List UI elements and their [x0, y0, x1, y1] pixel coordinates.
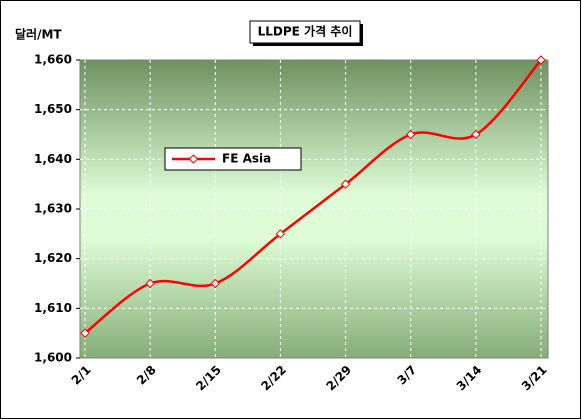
point-marker	[340, 179, 351, 189]
legend-marker	[188, 154, 199, 164]
point-marker	[145, 278, 155, 289]
point-marker	[406, 129, 416, 140]
y-tick-label: 1,610	[34, 301, 72, 315]
y-tick-label: 1,640	[34, 152, 72, 166]
chart-title: LLDPE 가격 추이	[258, 24, 353, 39]
point-marker	[275, 229, 286, 239]
y-tick-label: 1,660	[34, 53, 72, 67]
point-marker	[471, 129, 481, 140]
y-tick-label: 1,600	[34, 351, 72, 365]
point-marker	[80, 328, 90, 338]
marks	[80, 55, 546, 338]
y-tick-label: 1,650	[34, 102, 72, 116]
title-box	[249, 20, 361, 44]
legend-label: FE Asia	[222, 152, 271, 166]
point-marker	[210, 278, 220, 289]
grid	[80, 60, 548, 358]
legend-box	[164, 147, 302, 171]
y-axis-label: 달러/MT	[15, 27, 62, 42]
y-tick-label: 1,630	[34, 202, 72, 216]
y-tick-label: 1,620	[34, 251, 72, 265]
point-marker	[536, 55, 546, 65]
